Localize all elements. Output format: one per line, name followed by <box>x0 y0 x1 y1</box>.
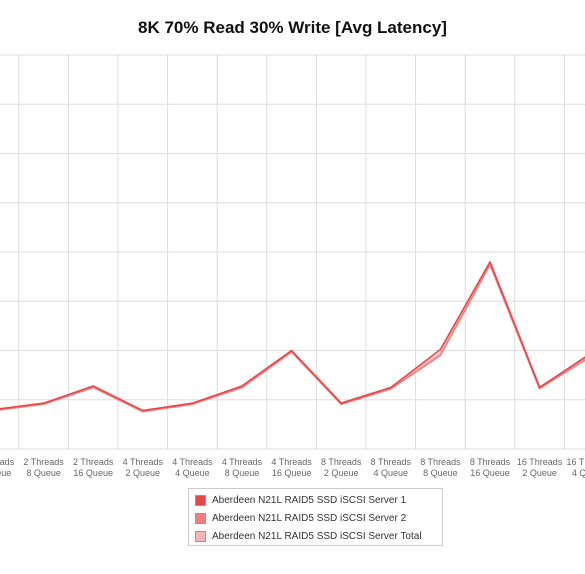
x-tick-label: 8 Threads 4 Queue <box>371 457 412 478</box>
legend-item-3[interactable]: Aberdeen N21L RAID5 SSD iSCSI Server Tot… <box>195 527 436 545</box>
x-tick-label: 4 Threads 4 Queue <box>172 457 213 478</box>
x-tick-label: 8 Threads 2 Queue <box>321 457 362 478</box>
x-tick-label: 4 Threads 2 Queue <box>123 457 164 478</box>
x-tick-label: 8 Threads 8 Queue <box>420 457 461 478</box>
x-tick-label: 8 Threads 16 Queue <box>470 457 511 478</box>
x-tick-label: 4 Threads 16 Queue <box>271 457 312 478</box>
chart-title: 8K 70% Read 30% Write [Avg Latency] <box>138 18 447 37</box>
legend-item-2[interactable]: Aberdeen N21L RAID5 SSD iSCSI Server 2 <box>195 509 436 527</box>
legend-item-1[interactable]: Aberdeen N21L RAID5 SSD iSCSI Server 1 <box>195 491 436 509</box>
legend-swatch <box>195 530 206 542</box>
legend-swatch <box>195 494 206 506</box>
legend-label: Aberdeen N21L RAID5 SSD iSCSI Server 2 <box>212 512 407 524</box>
legend: Aberdeen N21L RAID5 SSD iSCSI Server 1 Ab… <box>188 488 443 546</box>
series-lines <box>0 261 585 413</box>
x-tick-label: 16 Threads 2 Queue <box>517 457 563 478</box>
grid <box>0 54 585 450</box>
x-tick-label: 2 Threads 8 Queue <box>23 457 64 478</box>
legend-swatch <box>195 512 206 524</box>
legend-label: Aberdeen N21L RAID5 SSD iSCSI Server Tot… <box>212 530 422 542</box>
series-line-2 <box>0 264 585 413</box>
x-tick-label: 2 Threads 16 Queue <box>73 457 114 478</box>
legend-label: Aberdeen N21L RAID5 SSD iSCSI Server 1 <box>212 494 407 506</box>
x-tick-label: 4 Threads 8 Queue <box>222 457 263 478</box>
series-line-1 <box>0 261 585 412</box>
